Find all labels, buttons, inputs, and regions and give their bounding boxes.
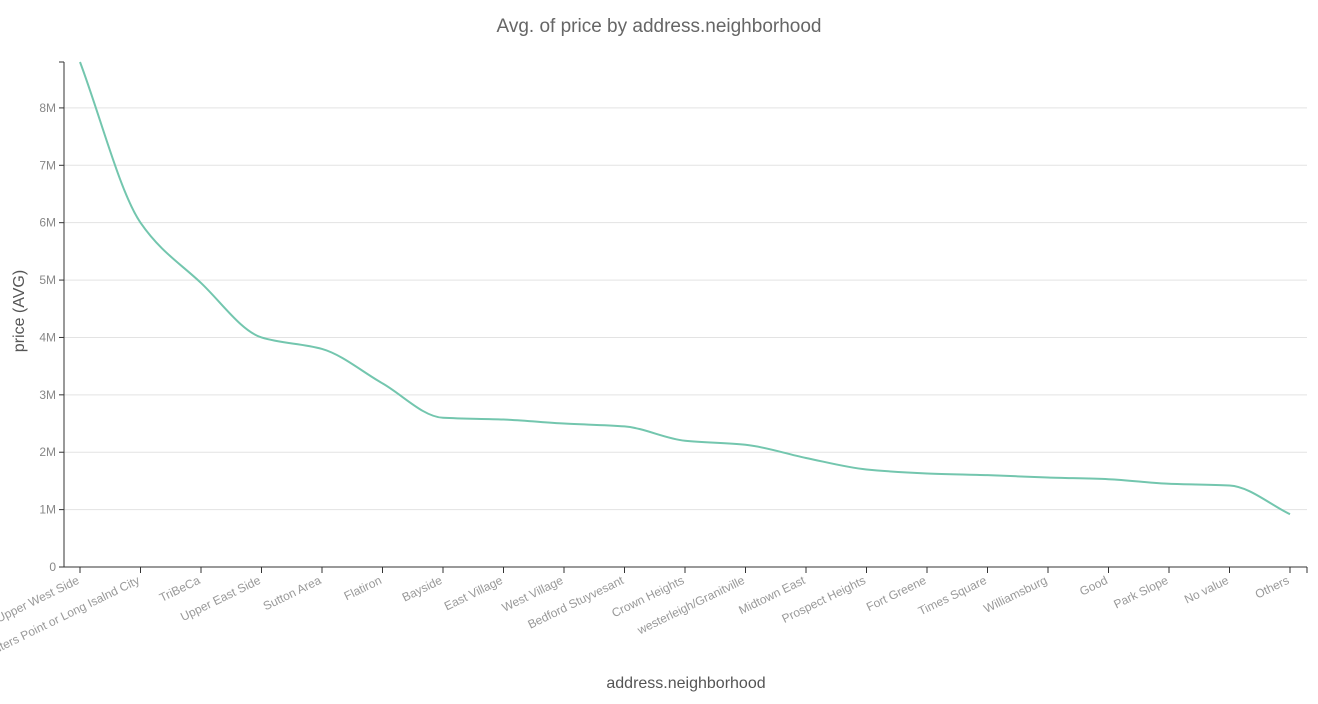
data-point (1288, 512, 1292, 516)
x-tick-label: No value (1182, 573, 1231, 606)
y-axis: 0 1M 2M 3M 4M 5M 6M 7M 8M (39, 61, 65, 574)
data-point (804, 456, 808, 460)
data-point (441, 416, 445, 420)
x-tick-label: Park Slope (1111, 573, 1170, 611)
series-layer (78, 60, 1292, 516)
x-tick-label: Williamsburg (981, 573, 1049, 616)
y-axis-title: price (AVG) (11, 270, 28, 352)
x-tick-label: Good (1077, 573, 1110, 598)
data-point (139, 221, 143, 225)
y-tick-label: 7M (39, 158, 56, 172)
data-point (865, 467, 869, 471)
x-tick-label: Times Square (916, 573, 989, 618)
data-point (502, 418, 506, 422)
data-point (381, 381, 385, 385)
data-point (320, 347, 324, 351)
data-point (260, 335, 264, 339)
x-tick-label: Others (1253, 573, 1292, 601)
y-tick-label: 1M (39, 503, 56, 517)
data-point (199, 281, 203, 285)
data-point (1167, 482, 1171, 486)
y-tick-label: 6M (39, 216, 56, 230)
chart-title: Avg. of price by address.neighborhood (497, 16, 822, 37)
data-point (683, 439, 687, 443)
y-tick-label: 2M (39, 445, 56, 459)
data-point (925, 471, 929, 475)
x-tick-label: Bayside (400, 573, 445, 604)
y-tick-label: 8M (39, 101, 56, 115)
data-point (744, 443, 748, 447)
series-line (79, 61, 1291, 516)
x-tick-label: Flatiron (342, 573, 384, 603)
y-tick-label: 3M (39, 388, 56, 402)
x-tick-label: westerleigh/Granitville (634, 573, 747, 638)
data-point (986, 473, 990, 477)
data-point (1228, 484, 1232, 488)
y-tick-label: 4M (39, 330, 56, 344)
data-point (1046, 475, 1050, 479)
y-tick-label: 0 (49, 560, 56, 574)
x-tick-label: East Village (442, 573, 505, 613)
data-point (78, 60, 82, 64)
x-tick-label: Sutton Area (261, 573, 324, 613)
x-tick-label: TriBeCa (157, 573, 203, 605)
y-tick-label: 5M (39, 273, 56, 287)
data-point (1107, 477, 1111, 481)
x-axis-title: address.neighborhood (606, 675, 765, 692)
data-point (623, 424, 627, 428)
grid-layer (64, 107, 1307, 511)
data-point (562, 422, 566, 426)
